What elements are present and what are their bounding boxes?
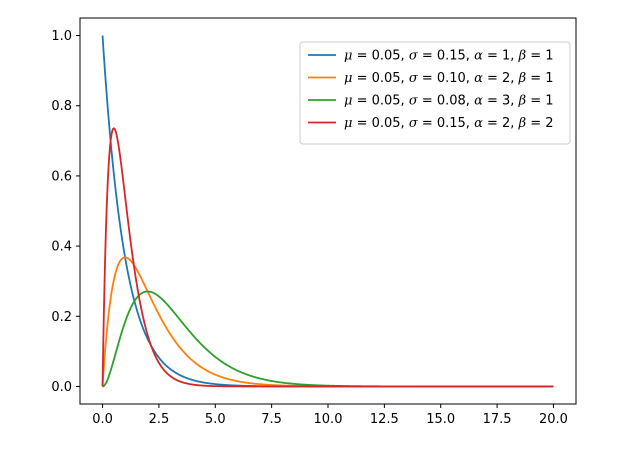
x-tick-label: 12.5 [370,412,399,427]
y-tick-label: 0.6 [51,169,72,184]
legend-box [299,41,571,145]
x-tick-label: 15.0 [426,412,455,427]
x-axis: 0.0 2.5 5.0 7.5 10.0 12.5 15.0 17.5 20.0 [92,404,568,427]
x-tick-label: 17.5 [483,412,512,427]
y-tick-label: 0.8 [51,99,72,114]
y-tick-label: 0.4 [51,240,72,255]
legend-label-4: μ = 0.05, σ = 0.15, α = 2, β = 2 [344,116,554,131]
series-layer [101,35,554,388]
x-tick-label: 0.0 [92,412,113,427]
legend-label-1: μ = 0.05, σ = 0.15, α = 1, β = 1 [344,49,554,64]
x-tick-label: 2.5 [149,412,170,427]
x-tick-label: 5.0 [205,412,226,427]
y-axis: 0.0 0.2 0.4 0.6 0.8 1.0 [51,29,80,395]
legend-label-2: μ = 0.05, σ = 0.10, α = 2, β = 1 [344,71,554,86]
x-tick-label: 20.0 [539,412,568,427]
x-tick-label: 7.5 [261,412,282,427]
legend-label-3: μ = 0.05, σ = 0.08, α = 3, β = 1 [344,94,554,109]
series-line-4 [101,127,554,388]
y-tick-label: 0.0 [51,380,72,395]
legend: μ = 0.05, σ = 0.15, α = 1, β = 1 μ = 0.05… [299,41,571,145]
x-tick-label: 10.0 [314,412,343,427]
y-tick-label: 1.0 [51,29,72,44]
y-tick-label: 0.2 [51,310,72,325]
